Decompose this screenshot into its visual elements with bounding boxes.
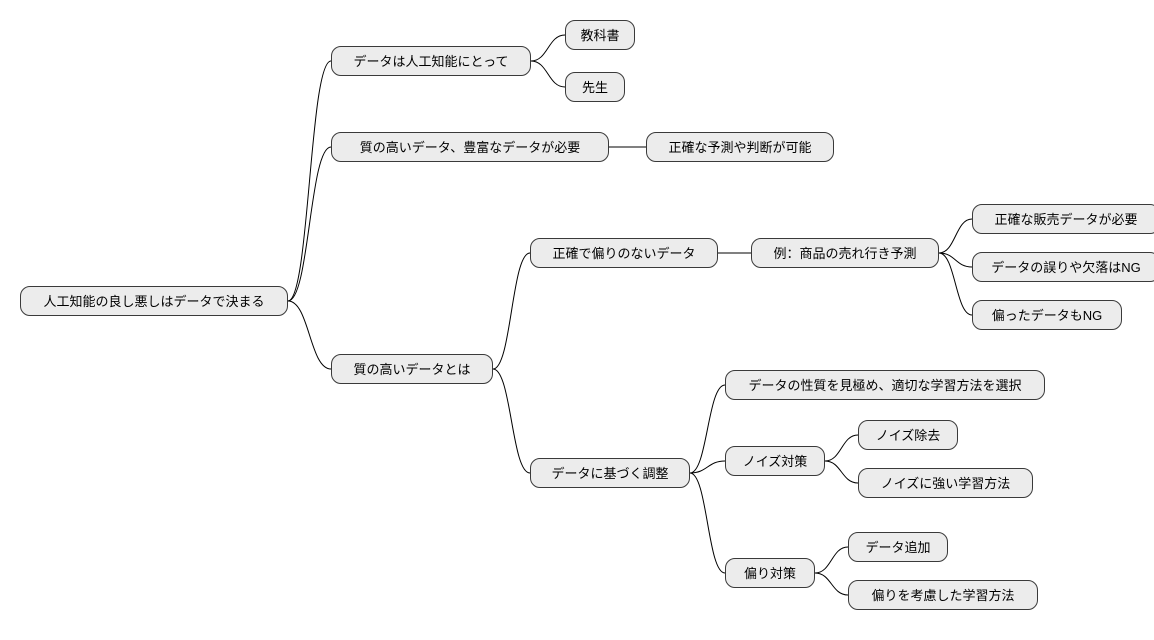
- edge-c2b-c2b1: [825, 435, 858, 461]
- edge-c2c-c2c2: [815, 573, 848, 595]
- node-c2: データに基づく調整: [530, 458, 690, 488]
- node-c1a: 例：商品の売れ行き予測: [751, 238, 939, 268]
- edge-c2-c2c: [690, 473, 725, 573]
- edge-c1a-c1a3: [939, 253, 972, 315]
- node-c2c2: 偏りを考慮した学習方法: [848, 580, 1038, 610]
- node-c1: 正確で偏りのないデータ: [530, 238, 718, 268]
- node-b1: 正確な予測や判断が可能: [646, 132, 834, 162]
- edge-c2-c2a: [690, 385, 725, 473]
- node-root: 人工知能の良し悪しはデータで決まる: [20, 286, 288, 316]
- node-c2c1: データ追加: [848, 532, 948, 562]
- node-c2c: 偏り対策: [725, 558, 815, 588]
- node-c1a1: 正確な販売データが必要: [972, 204, 1154, 234]
- edge-root-b: [288, 147, 331, 301]
- node-c1a3: 偏ったデータもNG: [972, 300, 1122, 330]
- edge-c1a-c1a1: [939, 219, 972, 253]
- node-c2b: ノイズ対策: [725, 446, 825, 476]
- node-c2b2: ノイズに強い学習方法: [858, 468, 1033, 498]
- edge-c-c1: [493, 253, 530, 369]
- edge-root-c: [288, 301, 331, 369]
- node-c2b1: ノイズ除去: [858, 420, 958, 450]
- node-c2a: データの性質を見極め、適切な学習方法を選択: [725, 370, 1045, 400]
- node-a2: 先生: [565, 72, 625, 102]
- edge-a-a2: [531, 61, 565, 87]
- node-c1a2: データの誤りや欠落はNG: [972, 252, 1154, 282]
- node-c: 質の高いデータとは: [331, 354, 493, 384]
- edge-c2c-c2c1: [815, 547, 848, 573]
- edge-c2-c2b: [690, 461, 725, 473]
- node-a: データは人工知能にとって: [331, 46, 531, 76]
- edge-a-a1: [531, 35, 565, 61]
- edge-c-c2: [493, 369, 530, 473]
- edge-root-a: [288, 61, 331, 301]
- node-a1: 教科書: [565, 20, 635, 50]
- mindmap-canvas: 人工知能の良し悪しはデータで決まる データは人工知能にとって 教科書先生質の高いデー…: [0, 0, 1154, 640]
- edge-c1a-c1a2: [939, 253, 972, 267]
- node-b: 質の高いデータ、豊富なデータが必要: [331, 132, 609, 162]
- edge-c2b-c2b2: [825, 461, 858, 483]
